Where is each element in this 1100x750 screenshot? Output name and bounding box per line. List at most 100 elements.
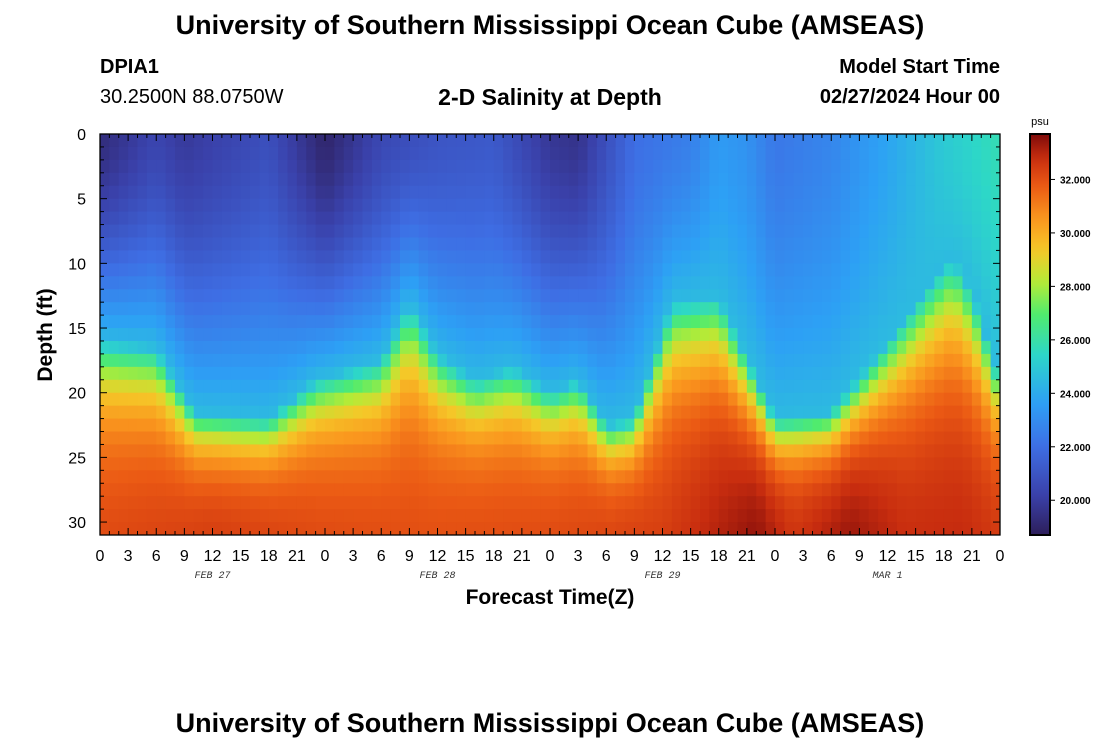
heatmap-cell bbox=[390, 392, 401, 407]
heatmap-cell bbox=[315, 405, 326, 420]
heatmap-cell bbox=[634, 211, 645, 226]
heatmap-cell bbox=[662, 224, 673, 239]
heatmap-cell bbox=[681, 211, 692, 226]
heatmap-cell bbox=[550, 444, 560, 458]
heatmap-cell bbox=[484, 250, 495, 264]
heatmap-cell bbox=[700, 185, 710, 200]
heatmap-cell bbox=[287, 211, 298, 226]
heatmap-cell bbox=[381, 289, 392, 303]
heatmap-cell bbox=[728, 328, 739, 342]
heatmap-cell bbox=[700, 431, 710, 446]
heatmap-cell bbox=[418, 172, 429, 187]
heatmap-cell bbox=[203, 289, 214, 303]
heatmap-cell bbox=[306, 340, 317, 355]
heatmap-cell bbox=[878, 522, 889, 535]
heatmap-cell bbox=[878, 392, 889, 407]
heatmap-cell bbox=[456, 198, 467, 213]
heatmap-cell bbox=[812, 276, 823, 290]
heatmap-cell bbox=[737, 263, 748, 277]
heatmap-cell bbox=[512, 211, 523, 226]
heatmap-cell bbox=[109, 211, 120, 226]
heatmap-cell bbox=[671, 418, 682, 433]
heatmap-cell bbox=[943, 263, 954, 277]
heatmap-cell bbox=[118, 159, 129, 174]
heatmap-cell bbox=[484, 366, 495, 381]
heatmap-cell bbox=[540, 302, 551, 316]
heatmap-cell bbox=[446, 483, 457, 497]
heatmap-cell bbox=[709, 470, 720, 484]
heatmap-cell bbox=[371, 418, 382, 433]
heatmap-cell bbox=[315, 146, 326, 161]
x-tick-label: 21 bbox=[288, 548, 306, 565]
heatmap-cell bbox=[362, 237, 373, 252]
heatmap-cell bbox=[240, 315, 251, 329]
heatmap-cell bbox=[756, 315, 767, 329]
heatmap-cell bbox=[690, 328, 701, 342]
heatmap-cell bbox=[784, 211, 795, 226]
heatmap-cell bbox=[512, 431, 523, 446]
heatmap-cell bbox=[868, 185, 879, 200]
heatmap-cell bbox=[250, 405, 260, 420]
heatmap-cell bbox=[653, 159, 664, 174]
heatmap-cell bbox=[568, 522, 579, 535]
heatmap-cell bbox=[137, 470, 148, 484]
heatmap-cell bbox=[503, 263, 514, 277]
heatmap-cell bbox=[925, 496, 935, 510]
heatmap-cell bbox=[475, 457, 485, 471]
heatmap-cell bbox=[118, 237, 129, 252]
heatmap-cell bbox=[596, 263, 607, 277]
heatmap-cell bbox=[831, 263, 842, 277]
heatmap-cell bbox=[540, 392, 551, 407]
heatmap-cell bbox=[962, 328, 973, 342]
heatmap-cell bbox=[878, 263, 889, 277]
heatmap-cell bbox=[118, 276, 129, 290]
heatmap-cell bbox=[803, 237, 814, 252]
heatmap-cell bbox=[521, 250, 532, 264]
heatmap-cell bbox=[231, 302, 242, 316]
heatmap-cell bbox=[728, 470, 739, 484]
heatmap-cell bbox=[981, 418, 992, 433]
heatmap-cell bbox=[109, 315, 120, 329]
heatmap-cell bbox=[934, 198, 945, 213]
heatmap-cell bbox=[212, 366, 223, 381]
heatmap-cell bbox=[662, 418, 673, 433]
heatmap-cell bbox=[906, 457, 917, 471]
heatmap-cell bbox=[906, 379, 917, 394]
heatmap-cell bbox=[737, 159, 748, 174]
heatmap-cell bbox=[409, 483, 420, 497]
heatmap-cell bbox=[981, 289, 992, 303]
heatmap-cell bbox=[625, 444, 635, 458]
heatmap-cell bbox=[503, 353, 514, 368]
heatmap-cell bbox=[240, 185, 251, 200]
heatmap-cell bbox=[315, 185, 326, 200]
heatmap-cell bbox=[362, 340, 373, 355]
heatmap-cell bbox=[325, 276, 335, 290]
heatmap-cell bbox=[812, 509, 823, 523]
heatmap-cell bbox=[812, 237, 823, 252]
heatmap-cell bbox=[128, 483, 139, 497]
heatmap-cell bbox=[906, 366, 917, 381]
heatmap-cell bbox=[371, 146, 382, 161]
heatmap-cell bbox=[315, 134, 326, 148]
heatmap-cell bbox=[325, 353, 335, 368]
heatmap-cell bbox=[146, 340, 157, 355]
heatmap-cell bbox=[681, 224, 692, 239]
heatmap-cell bbox=[643, 198, 654, 213]
heatmap-cell bbox=[531, 159, 542, 174]
heatmap-cell bbox=[953, 211, 964, 226]
heatmap-cell bbox=[278, 353, 289, 368]
heatmap-cell bbox=[175, 172, 185, 187]
heatmap-cell bbox=[746, 198, 757, 213]
heatmap-cell bbox=[662, 470, 673, 484]
heatmap-cell bbox=[896, 366, 907, 381]
heatmap-cell bbox=[756, 224, 767, 239]
heatmap-cell bbox=[315, 483, 326, 497]
heatmap-cell bbox=[109, 250, 120, 264]
heatmap-cell bbox=[306, 289, 317, 303]
heatmap-cell bbox=[831, 315, 842, 329]
heatmap-cell bbox=[165, 237, 176, 252]
heatmap-cell bbox=[587, 237, 598, 252]
heatmap-cell bbox=[296, 289, 307, 303]
heatmap-cell bbox=[700, 211, 710, 226]
heatmap-cell bbox=[728, 418, 739, 433]
